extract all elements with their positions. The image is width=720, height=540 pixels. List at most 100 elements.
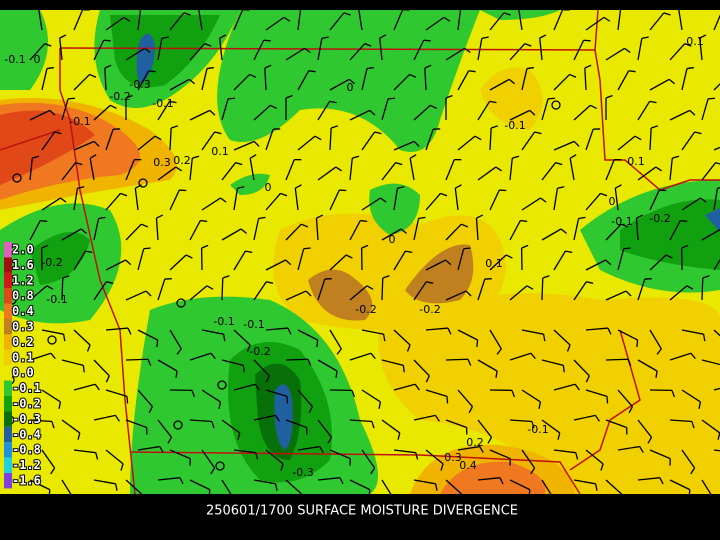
barb-flag — [620, 5, 628, 9]
barb-flag — [590, 104, 597, 110]
barb — [585, 259, 606, 271]
barb-flag — [668, 78, 676, 85]
barb-flag — [555, 162, 563, 166]
barb — [61, 98, 69, 121]
barb — [509, 109, 531, 121]
barb — [553, 250, 566, 271]
legend-swatch — [4, 426, 12, 443]
barb — [617, 8, 622, 31]
barb — [317, 359, 338, 372]
calm-marker — [176, 298, 186, 308]
barb — [553, 383, 576, 391]
barb-flag — [305, 290, 312, 297]
barb — [489, 12, 505, 31]
barb-flag — [319, 446, 324, 453]
barb — [349, 419, 372, 423]
barb — [541, 419, 561, 434]
barb — [189, 419, 212, 423]
contour-label: -0.3 — [292, 466, 313, 479]
barb — [573, 218, 580, 241]
barb — [233, 73, 251, 91]
barb — [157, 100, 171, 121]
barb-flag — [50, 352, 56, 360]
barb-flag — [699, 34, 707, 39]
barb-flag — [343, 12, 351, 16]
barb — [349, 220, 361, 241]
barb-flag — [169, 100, 177, 104]
barb-flag — [327, 437, 333, 444]
barb — [585, 449, 604, 465]
barb — [297, 8, 302, 31]
barb — [221, 359, 244, 366]
barb-flag — [214, 131, 222, 135]
barb — [713, 146, 720, 151]
barb-flag — [379, 34, 387, 39]
barb-flag — [578, 216, 586, 220]
barb — [605, 419, 627, 429]
field — [0, 10, 720, 494]
barb-flag — [671, 390, 676, 398]
barb — [265, 16, 285, 31]
contour-label: 0.1 — [686, 35, 704, 48]
barb — [265, 192, 281, 211]
barb-flag — [103, 39, 111, 42]
barb — [169, 329, 182, 350]
barb-flag — [445, 94, 453, 99]
barb — [681, 389, 701, 403]
barb-flag — [183, 12, 191, 16]
border — [594, 9, 599, 51]
barb-flag — [345, 254, 353, 259]
contour-label: 0 — [389, 233, 396, 246]
barb — [169, 127, 172, 151]
barb — [669, 43, 686, 61]
barb-flag — [242, 365, 245, 373]
barb — [457, 8, 462, 31]
barb — [457, 445, 480, 451]
barb — [614, 188, 619, 211]
barb-flag — [639, 446, 644, 453]
barb — [221, 98, 229, 121]
barb — [509, 285, 528, 301]
legend-swatch — [4, 303, 12, 319]
barb — [349, 479, 371, 491]
barb — [157, 166, 177, 181]
barb — [361, 449, 376, 469]
barb-flag — [254, 383, 260, 391]
barb-flag — [218, 401, 222, 409]
barb — [189, 158, 193, 181]
barb-flag — [125, 259, 132, 266]
barb-flag — [583, 39, 591, 42]
barb — [125, 223, 142, 241]
barb-flag — [715, 162, 720, 165]
barb — [29, 419, 52, 423]
legend-swatch — [4, 257, 12, 273]
barb — [297, 445, 320, 451]
barb — [169, 189, 180, 211]
barb — [157, 419, 173, 438]
barb — [297, 389, 313, 408]
barb — [521, 68, 528, 91]
barb — [197, 8, 203, 31]
barb — [413, 218, 420, 241]
barb — [329, 127, 332, 151]
barb — [701, 419, 720, 434]
barb — [413, 414, 436, 421]
barb-flag — [445, 259, 452, 266]
barb-flag — [351, 390, 356, 398]
legend-swatch — [4, 396, 12, 412]
contour-label: -0.1 — [527, 423, 548, 436]
barb-flag — [371, 421, 375, 429]
barb-flag — [382, 275, 390, 279]
barb-flag — [287, 327, 292, 335]
barb — [285, 358, 309, 361]
barb — [169, 449, 191, 460]
barb — [425, 128, 434, 151]
calm-marker — [551, 100, 561, 110]
barb — [253, 39, 265, 61]
barb-flag — [625, 290, 632, 297]
barb — [585, 192, 601, 211]
barb-flag — [366, 285, 374, 290]
barb — [125, 419, 147, 429]
barb-flag — [240, 228, 247, 234]
barb — [157, 278, 166, 301]
